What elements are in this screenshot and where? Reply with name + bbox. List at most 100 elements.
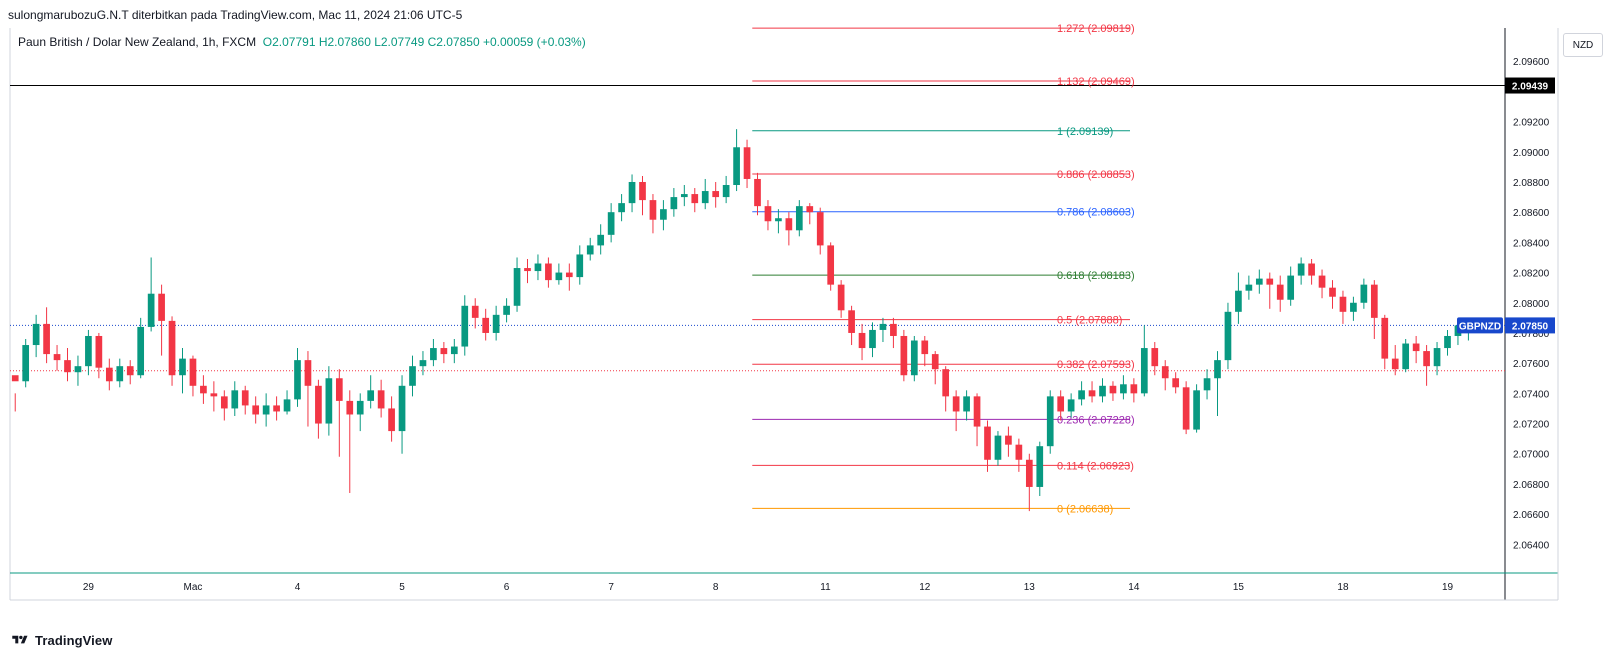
fib-level-label: 1 (2.09139) [1057, 126, 1113, 138]
candle [1329, 280, 1336, 309]
fib-level-label: 0.886 (2.08853) [1057, 169, 1135, 181]
candle-body [168, 320, 176, 376]
price-tick-label: 2.07600 [1513, 359, 1550, 370]
candle [1287, 266, 1295, 306]
price-tags: 2.09439 GBPNZD 2.07850 [1457, 77, 1555, 334]
candle-body [304, 360, 312, 386]
candle-body [53, 354, 61, 361]
candle-body [1130, 384, 1138, 394]
price-tick-label: 2.08400 [1513, 238, 1550, 249]
candle-body [231, 390, 239, 409]
candle [513, 257, 521, 312]
candle-body [942, 369, 950, 397]
candle-body [1402, 343, 1410, 370]
candle [200, 375, 207, 404]
candle-body [1276, 284, 1284, 300]
candle-body [1067, 399, 1075, 412]
candle-body [471, 305, 479, 318]
candle [1005, 426, 1012, 457]
candle [1078, 381, 1085, 406]
candle-body [576, 254, 584, 278]
candle [1057, 390, 1065, 421]
symbol-tag-background [1457, 317, 1503, 334]
candle [628, 174, 636, 213]
candle-body [189, 358, 197, 386]
candle-body [806, 206, 814, 213]
candle-body [74, 366, 82, 373]
candle-body [1245, 284, 1253, 291]
candle-body [126, 366, 134, 376]
ohlc-values: O2.07791 H2.07860 L2.07749 C2.07850 +0.0… [262, 35, 586, 49]
candle-body [848, 310, 855, 333]
candle-body [513, 268, 521, 306]
candle [743, 139, 751, 189]
candle-body [524, 268, 531, 272]
candle [461, 295, 469, 356]
candle [1402, 338, 1410, 373]
candle-body [388, 408, 395, 432]
candle-body [952, 396, 960, 412]
candle [440, 342, 448, 364]
candle [848, 305, 855, 346]
candle [973, 393, 981, 447]
candle [1067, 393, 1075, 418]
candle [879, 317, 887, 343]
candle-body [335, 378, 343, 401]
currency-selector-button[interactable]: NZD [1563, 33, 1603, 57]
candle-body [628, 181, 636, 204]
candle [639, 175, 646, 216]
fib-level-label: 0 (2.06638) [1057, 503, 1113, 515]
symbol-legend[interactable]: Paun British / Dolar New Zealand, 1h, FX… [18, 35, 586, 49]
candle-body [900, 335, 908, 376]
candle-body [252, 405, 260, 415]
candle [1266, 272, 1274, 309]
candle-body [1318, 275, 1326, 288]
candle-body [1015, 444, 1023, 460]
candle-body [1444, 335, 1451, 349]
candle-body [220, 396, 228, 409]
candle [984, 420, 991, 472]
candle [283, 390, 291, 415]
candle [220, 390, 228, 421]
price-axis[interactable]: 2.06400 2.06600 2.06800 2.07000 2.07200 2.074… [1513, 57, 1550, 551]
candle-body [994, 435, 1002, 460]
candle-body [1433, 348, 1441, 367]
candle [11, 375, 19, 412]
candle-body [43, 323, 50, 355]
time-axis[interactable]: 29 Mac 4 5 6 7 8 11 12 13 14 15 18 19 [83, 582, 1454, 593]
candle [754, 172, 761, 216]
candle [1350, 296, 1357, 321]
tradingview-logo[interactable]: TradingView [10, 632, 112, 648]
price-tick-label: 2.08200 [1513, 269, 1550, 280]
candle [827, 242, 835, 291]
fib-level-label: 0.236 (2.07228) [1057, 414, 1135, 426]
candle [1099, 378, 1106, 403]
candle [1161, 360, 1169, 391]
candle-body [607, 212, 615, 235]
candle-body [1172, 378, 1180, 388]
fib-level-label: 1.132 (2.09469) [1057, 76, 1135, 88]
price-tick-label: 2.07400 [1513, 389, 1550, 400]
candle [388, 396, 395, 442]
candlestick-series [11, 129, 1472, 512]
candle [1172, 372, 1180, 394]
candle-body [325, 378, 333, 424]
candle [43, 307, 50, 364]
candle [607, 203, 615, 243]
candle [262, 393, 270, 427]
candle-body [879, 323, 887, 330]
fibonacci-retracement[interactable]: 1.272 (2.09819) 1.132 (2.09469) 1 (2.09139… [752, 23, 1135, 515]
price-tick-label: 2.09200 [1513, 118, 1550, 129]
horizontal-levels [10, 85, 1505, 372]
candle [1297, 257, 1305, 285]
candle-body [1235, 290, 1242, 312]
candle [1370, 280, 1378, 339]
candle [346, 390, 354, 493]
candle-body [116, 366, 124, 382]
candle-body [963, 396, 970, 412]
candle [963, 390, 970, 421]
candle-body [1297, 263, 1305, 276]
candle [85, 329, 92, 376]
candle-body [1391, 358, 1399, 370]
